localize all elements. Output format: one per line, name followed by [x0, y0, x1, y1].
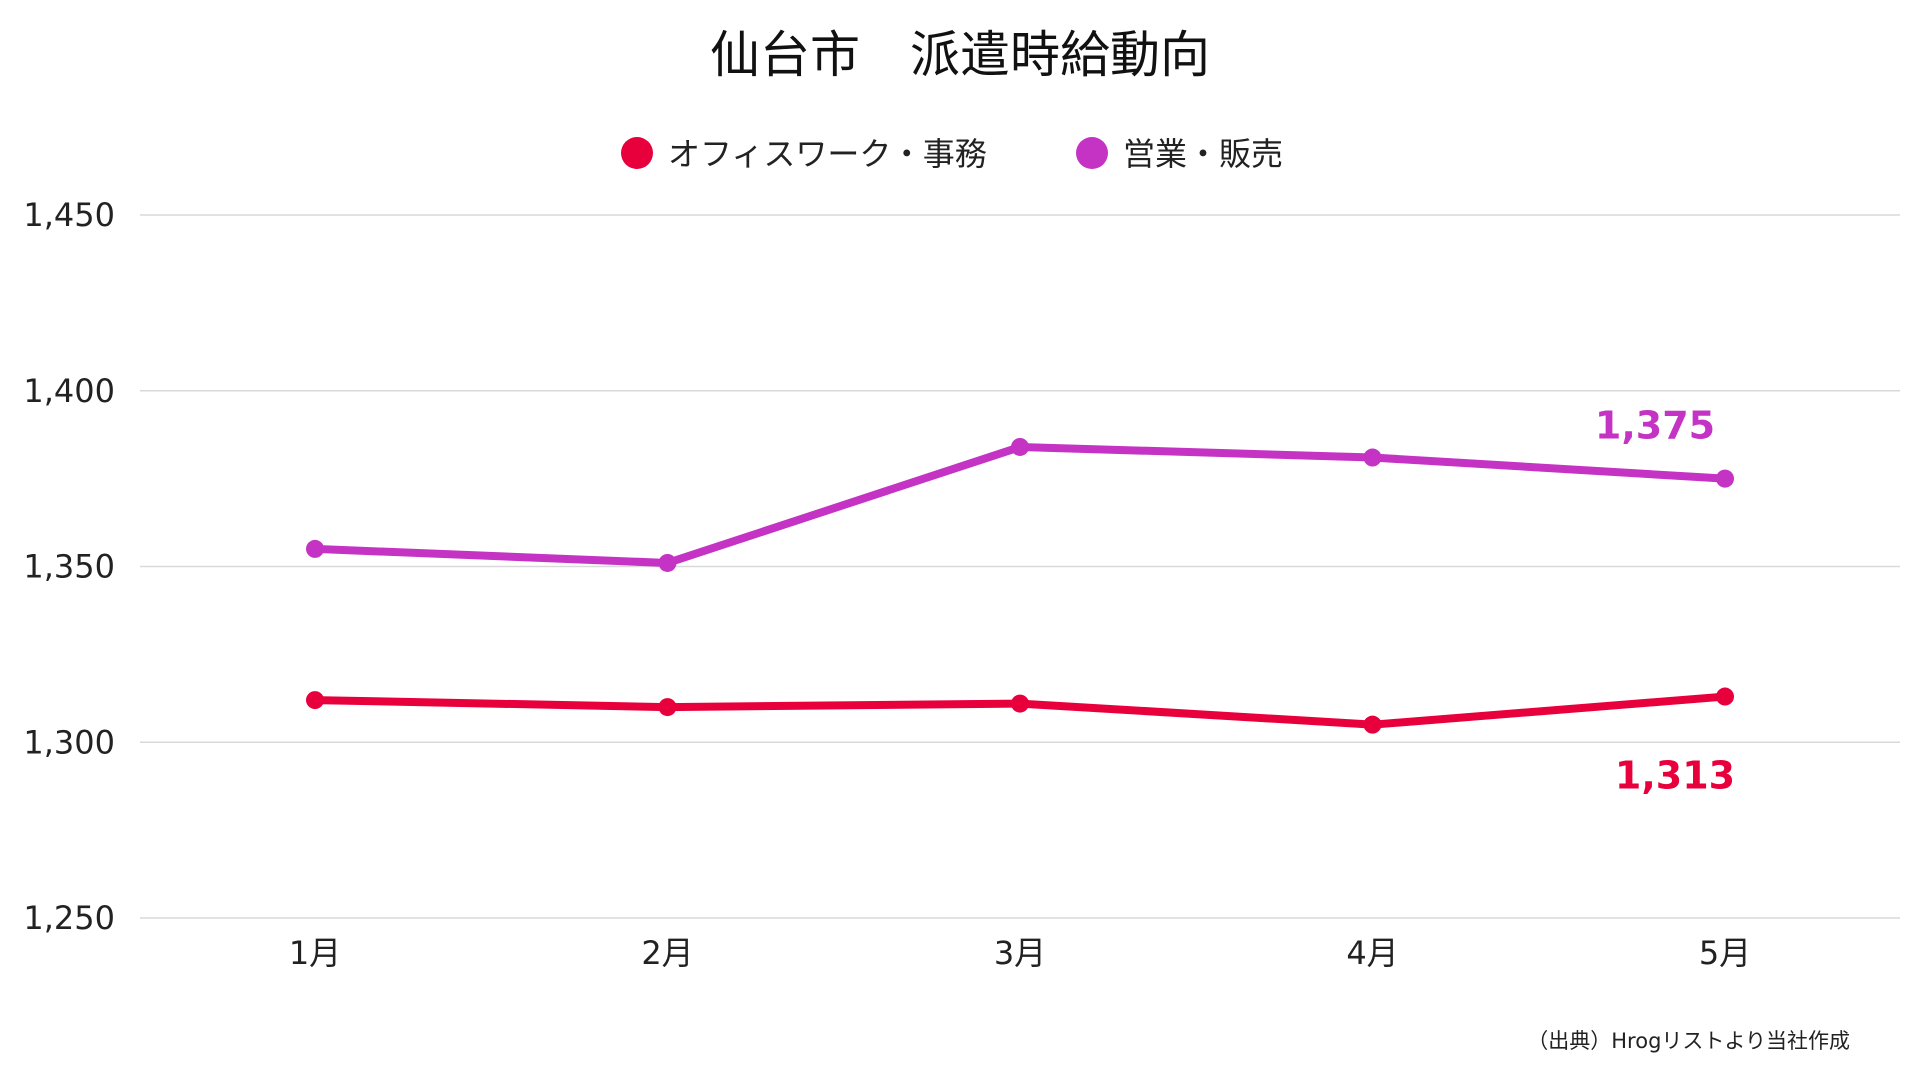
- data-point: [658, 698, 677, 717]
- end-value-label: 1,375: [1595, 404, 1715, 448]
- series-group: [306, 437, 1734, 734]
- series-1: [306, 687, 1734, 734]
- x-tick-label: 2月: [641, 934, 693, 972]
- legend-label: オフィスワーク・事務: [668, 135, 987, 173]
- y-axis: 1,250 1,300 1,350 1,400 1,450: [23, 196, 115, 937]
- chart-legend: オフィスワーク・事務 営業・販売: [621, 135, 1283, 173]
- y-tick-label: 1,350: [23, 548, 115, 586]
- data-point: [1363, 715, 1382, 734]
- legend-label: 営業・販売: [1123, 135, 1283, 173]
- end-value-label: 1,313: [1615, 754, 1735, 798]
- data-point: [1716, 469, 1734, 488]
- data-point: [306, 691, 324, 710]
- data-point: [1011, 694, 1029, 713]
- x-tick-label: 3月: [994, 934, 1046, 972]
- x-tick-label: 5月: [1699, 934, 1751, 972]
- data-point: [1011, 437, 1029, 456]
- legend-item: オフィスワーク・事務: [621, 135, 987, 173]
- source-note: （出典）Hrogリストより当社作成: [1527, 1029, 1850, 1053]
- y-tick-label: 1,450: [23, 196, 115, 234]
- data-labels: 1,313 1,375: [1595, 404, 1735, 798]
- legend-marker: [621, 137, 653, 169]
- y-tick-label: 1,250: [23, 899, 115, 937]
- data-point: [1716, 687, 1734, 706]
- legend-item: 営業・販売: [1076, 135, 1283, 173]
- data-point: [306, 539, 324, 558]
- chart-title: 仙台市 派遣時給動向: [710, 26, 1210, 84]
- series-line: [311, 442, 1729, 567]
- x-tick-label: 4月: [1346, 934, 1398, 972]
- x-axis: 1月 2月 3月 4月 5月: [289, 934, 1751, 972]
- series-2: [306, 437, 1734, 572]
- chart-grid: [140, 214, 1900, 919]
- data-point: [1363, 448, 1382, 467]
- y-tick-label: 1,300: [23, 723, 115, 761]
- y-tick-label: 1,400: [23, 372, 115, 410]
- x-tick-label: 1月: [289, 934, 341, 972]
- data-point: [658, 553, 677, 572]
- legend-marker: [1076, 137, 1108, 169]
